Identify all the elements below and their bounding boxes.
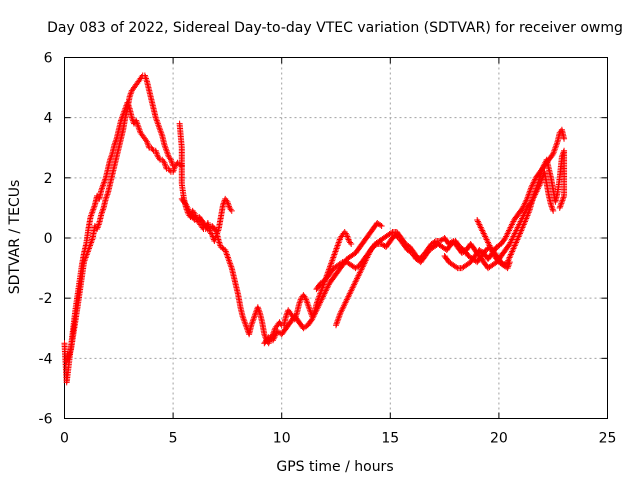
series-arc2 (63, 72, 177, 365)
data-point (377, 221, 384, 228)
data-point (550, 207, 557, 214)
series-arc1 (61, 99, 185, 386)
x-tick-label: 0 (60, 431, 69, 447)
y-tick-label: -2 (39, 291, 53, 307)
y-axis-label: SDTVAR / TECUs (7, 180, 23, 295)
y-tick-label: 4 (44, 111, 53, 127)
y-tick-label: 0 (44, 231, 53, 247)
y-tick-labels: -6 -4 -2 0 2 4 6 (39, 51, 53, 428)
data-point (149, 146, 156, 153)
data-point (549, 151, 556, 158)
data-point (338, 260, 345, 267)
chart-title: Day 083 of 2022, Sidereal Day-to-day VTE… (47, 20, 623, 36)
data-point (378, 222, 385, 229)
data-point (103, 192, 110, 199)
data-point (228, 207, 235, 214)
x-tick-label: 5 (169, 431, 178, 447)
x-tick-label: 15 (381, 431, 399, 447)
data-point (99, 207, 106, 214)
series-arc9 (474, 147, 568, 269)
series-arc7 (333, 168, 557, 329)
series-arc8 (441, 126, 568, 272)
data-point (142, 75, 149, 82)
x-tick-labels: 0 5 10 15 20 25 (60, 431, 616, 447)
data-point (212, 227, 219, 234)
data-point (348, 241, 355, 248)
x-axis-label: GPS time / hours (276, 459, 393, 475)
y-tick-label: -6 (39, 412, 53, 428)
x-tick-label: 25 (599, 431, 617, 447)
data-point (431, 239, 438, 246)
grid (64, 57, 608, 419)
data-point (453, 264, 460, 271)
data-point (108, 153, 115, 160)
y-tick-label: 2 (44, 171, 53, 187)
data-point (549, 204, 556, 211)
data-point (561, 135, 568, 142)
data-point (388, 229, 395, 236)
y-tick-label: -4 (39, 351, 53, 367)
data-point (170, 162, 177, 169)
y-tick-label: 6 (44, 51, 53, 67)
series-arc4 (178, 195, 355, 347)
data-points (61, 72, 568, 386)
x-tick-label: 20 (490, 431, 508, 447)
data-point (556, 204, 563, 211)
x-tick-label: 10 (273, 431, 291, 447)
